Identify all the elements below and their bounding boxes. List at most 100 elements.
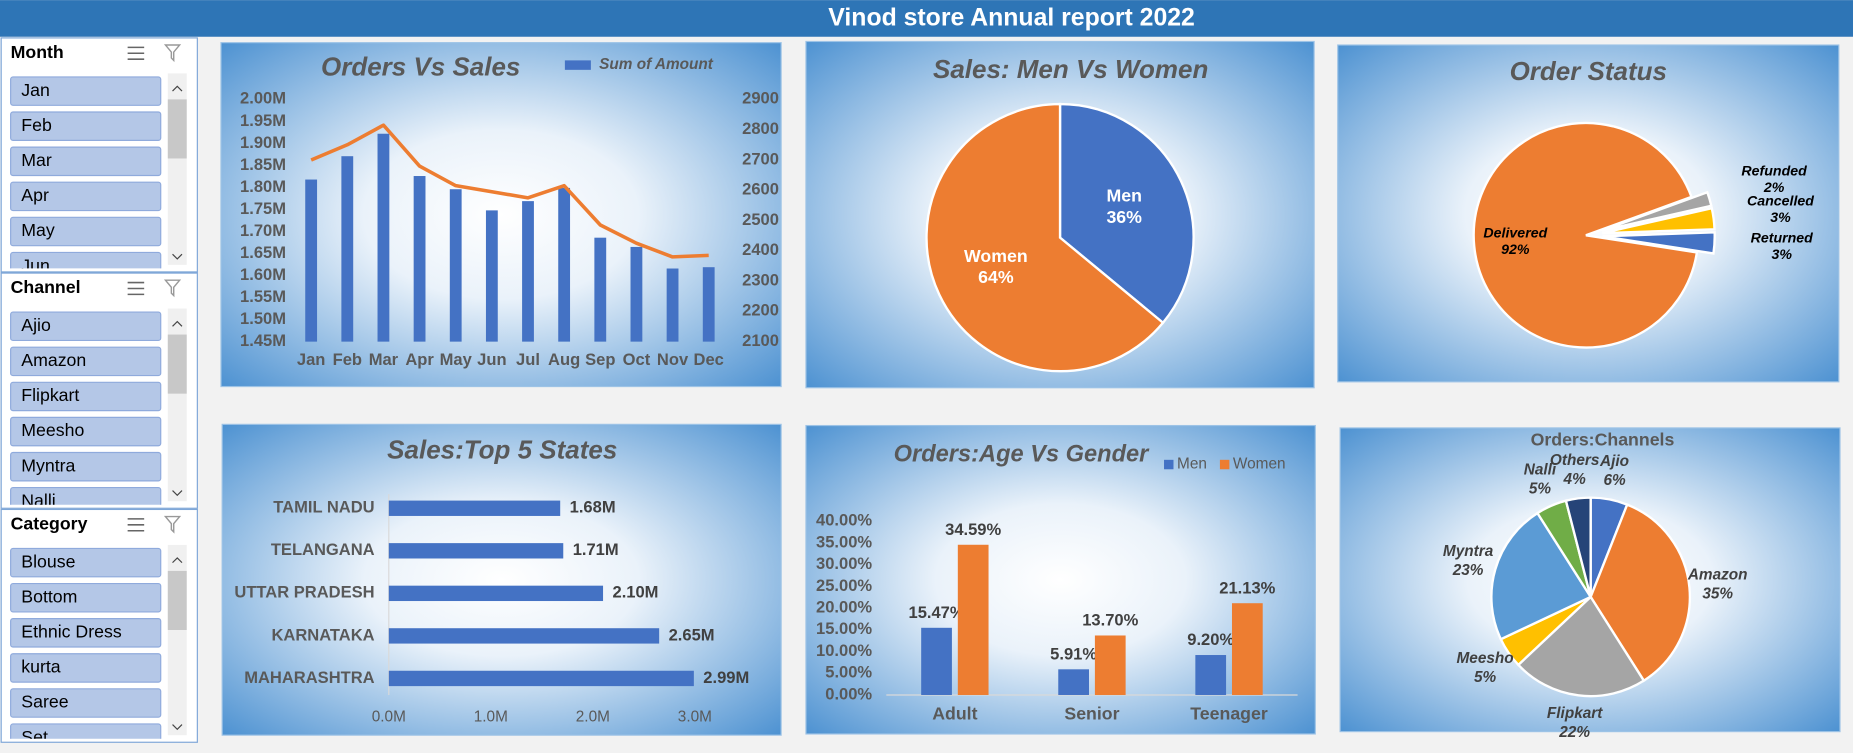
- scroll-down[interactable]: [172, 490, 183, 497]
- bar: [388, 543, 564, 559]
- data-label-name: Ajio: [1599, 453, 1629, 470]
- bar: [666, 268, 679, 342]
- y2-tick-label: 2700: [742, 149, 779, 168]
- bar: [957, 544, 989, 695]
- slicer-item-label[interactable]: Ajio: [21, 315, 51, 335]
- slicer-button[interactable]: [10, 688, 162, 718]
- slicer-button[interactable]: [10, 76, 162, 106]
- chart-title: Orders:Channels: [1531, 430, 1675, 450]
- slicer-item-label[interactable]: Blouse: [21, 551, 75, 571]
- slicer-button[interactable]: [10, 181, 162, 212]
- slicer-item[interactable]: Set: [10, 723, 162, 752]
- slicer-item-label[interactable]: kurta: [21, 657, 61, 677]
- slicer-button[interactable]: [10, 653, 162, 683]
- data-label-name: Myntra: [1443, 543, 1494, 560]
- multi-select-icon[interactable]: [127, 281, 145, 296]
- slicer-item[interactable]: Meesho: [10, 416, 162, 447]
- data-label-name: Men: [1106, 186, 1141, 206]
- slicer-button[interactable]: [10, 381, 162, 412]
- legend-label: Men: [1177, 456, 1207, 473]
- slicer-button[interactable]: [10, 451, 162, 482]
- clear-filter-icon[interactable]: [163, 279, 182, 298]
- slicer-button[interactable]: [10, 216, 162, 247]
- slicer-item-label[interactable]: Nalli: [21, 490, 55, 510]
- clear-filter-icon[interactable]: [163, 44, 182, 63]
- data-label-name: Cancelled: [1747, 193, 1814, 209]
- slicer-button[interactable]: [10, 311, 162, 342]
- slicer-item[interactable]: Blouse: [10, 547, 162, 578]
- slicer-item-label[interactable]: Saree: [21, 692, 68, 712]
- slicer-item[interactable]: Mar: [10, 146, 162, 177]
- slicer-item-label[interactable]: Jan: [21, 80, 50, 100]
- slicer-item[interactable]: Feb: [10, 111, 162, 141]
- clear-filter-icon[interactable]: [163, 515, 182, 534]
- y-tick-label: 1.50M: [240, 309, 286, 328]
- data-label-name: Delivered: [1483, 226, 1547, 242]
- slicer-item-label[interactable]: Bottom: [21, 586, 77, 606]
- category-label: KARNATAKA: [271, 625, 374, 644]
- slicer-item[interactable]: Jan: [10, 76, 162, 106]
- scrollbar-thumb[interactable]: [167, 570, 187, 630]
- slicer-item-label[interactable]: Meesho: [21, 420, 84, 440]
- scrollbar-thumb[interactable]: [167, 99, 187, 159]
- x-tick-label: Mar: [369, 350, 399, 369]
- slicer-button[interactable]: [10, 547, 162, 578]
- slicer-item[interactable]: Bottom: [10, 582, 162, 613]
- slicer-button[interactable]: [10, 346, 162, 377]
- slicer-item[interactable]: Jun: [10, 251, 162, 280]
- slicer-button[interactable]: [10, 723, 162, 752]
- data-label-name: Others: [1550, 452, 1600, 469]
- scroll-down[interactable]: [172, 724, 183, 731]
- data-label: 13.70%: [1082, 611, 1138, 630]
- slicer-item[interactable]: Ajio: [10, 311, 162, 342]
- scroll-up[interactable]: [172, 85, 183, 92]
- pie-slice: [925, 102, 1165, 373]
- data-label-value: 5%: [1474, 669, 1497, 686]
- slicer-items: Ajio Amazon Flipkart Meesho Myntra Nalli: [10, 311, 162, 516]
- slicer-item-label[interactable]: Apr: [21, 185, 49, 205]
- slicer-button[interactable]: [10, 416, 162, 447]
- slicer-button[interactable]: [10, 618, 162, 648]
- slicer-item-label[interactable]: Ethnic Dress: [21, 622, 122, 642]
- multi-select-icon[interactable]: [127, 518, 145, 532]
- slicer-item-label[interactable]: May: [21, 220, 55, 240]
- pie-slice: [1058, 102, 1195, 325]
- slicer-button[interactable]: [10, 251, 162, 280]
- slicer-button[interactable]: [10, 146, 162, 177]
- slicer-button[interactable]: [10, 111, 162, 141]
- slicer-item[interactable]: Saree: [10, 688, 162, 718]
- slicer-item-label[interactable]: Jun: [21, 255, 50, 275]
- slicer-item[interactable]: Flipkart: [10, 381, 162, 412]
- scroll-up[interactable]: [172, 320, 183, 327]
- y-tick-label: 0.00%: [825, 684, 872, 703]
- slicer-item[interactable]: Myntra: [10, 451, 162, 482]
- chart-title: Sales: Men Vs Women: [933, 54, 1208, 84]
- slicer-item[interactable]: Amazon: [10, 346, 162, 377]
- slicer-item[interactable]: Nalli: [10, 486, 162, 516]
- slicer-item-label[interactable]: Set: [21, 727, 48, 747]
- slicer-button[interactable]: [10, 582, 162, 613]
- data-label: 34.59%: [945, 520, 1001, 539]
- bar: [341, 156, 354, 342]
- y-tick-label: 10.00%: [816, 641, 872, 660]
- slicer-button[interactable]: [10, 486, 162, 516]
- scroll-up[interactable]: [172, 557, 183, 564]
- scrollbar-thumb[interactable]: [167, 334, 187, 394]
- bar: [1094, 635, 1126, 695]
- slicer-item-label[interactable]: Flipkart: [21, 385, 79, 405]
- slicer-item[interactable]: Ethnic Dress: [10, 618, 162, 648]
- x-tick-label: 1.0M: [474, 709, 508, 726]
- multi-select-icon[interactable]: [127, 46, 145, 60]
- slicer-item-label[interactable]: Amazon: [21, 350, 86, 370]
- slicer-item-label[interactable]: Feb: [21, 115, 52, 135]
- slicer-item-label[interactable]: Mar: [21, 150, 52, 170]
- slicer-item[interactable]: kurta: [10, 653, 162, 683]
- scroll-down[interactable]: [172, 253, 183, 260]
- slicer-item-label[interactable]: Myntra: [21, 455, 75, 475]
- slicer-item[interactable]: May: [10, 216, 162, 247]
- slicer-item[interactable]: Apr: [10, 181, 162, 212]
- legend-swatch: [1219, 459, 1230, 470]
- chart-panel: [220, 42, 782, 388]
- x-tick-label: Jun: [477, 350, 506, 369]
